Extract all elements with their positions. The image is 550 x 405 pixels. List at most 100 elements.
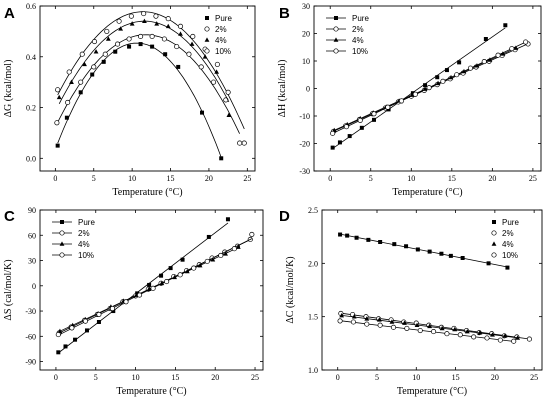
data-point <box>241 140 247 146</box>
data-point <box>481 58 487 65</box>
data-point <box>189 41 195 46</box>
data-point <box>454 72 460 78</box>
data-point <box>210 257 216 262</box>
data-point <box>82 318 88 324</box>
x-tick-label: 0 <box>54 373 58 382</box>
data-point <box>497 337 503 343</box>
series-pure <box>338 232 510 270</box>
data-point <box>204 258 210 264</box>
data-point <box>69 325 75 331</box>
legend: Pure 2% 4% 10% <box>326 14 369 56</box>
data-point <box>503 23 508 28</box>
data-point <box>126 36 132 42</box>
y-axis-label: ΔC (kcal/mol/K) <box>285 256 296 323</box>
x-tick-label: 15 <box>167 174 175 183</box>
x-axis-label: Temperature (°C) <box>116 386 186 397</box>
data-point <box>127 44 132 49</box>
plot-frame <box>39 5 256 172</box>
data-point <box>73 337 78 342</box>
data-point <box>150 285 156 291</box>
series-pure <box>55 42 224 161</box>
data-point <box>371 117 376 122</box>
data-point <box>66 69 72 75</box>
data-point <box>431 329 437 335</box>
legend-marker <box>204 48 210 54</box>
data-point <box>141 11 147 17</box>
data-point <box>128 13 134 19</box>
data-point <box>392 242 397 247</box>
data-point <box>377 322 383 328</box>
data-point <box>180 257 185 262</box>
data-point <box>357 117 363 123</box>
data-point <box>197 262 203 268</box>
data-point <box>56 350 61 355</box>
data-point <box>509 46 515 52</box>
data-point <box>79 51 85 57</box>
y-tick-label: 0.6 <box>26 2 36 11</box>
data-point <box>154 21 160 26</box>
data-point <box>350 319 356 325</box>
data-point <box>177 23 184 29</box>
fit-line <box>340 312 530 340</box>
y-tick-label: -60 <box>25 332 36 341</box>
data-point <box>338 232 343 237</box>
y-tick-label: 30 <box>302 2 310 11</box>
y-tick-label: 2.5 <box>308 206 318 215</box>
y-tick-label: 0.2 <box>26 104 36 113</box>
data-point <box>146 286 152 291</box>
panel-b: B 0 5 10 15 20 25 -30 -20 -10 0 10 20 30 Temperature (… <box>277 2 542 198</box>
y-tick-label: 30 <box>28 257 36 266</box>
data-point <box>376 317 382 322</box>
y-tick-label: 90 <box>28 206 36 215</box>
data-point <box>115 41 121 47</box>
data-point <box>505 265 510 270</box>
data-point <box>523 39 529 45</box>
x-tick-label: 5 <box>375 373 379 382</box>
y-tick-label: 0.0 <box>26 154 36 163</box>
data-point <box>142 18 147 24</box>
y-tick-label: -20 <box>299 140 310 149</box>
data-point <box>490 332 495 337</box>
data-point <box>177 272 183 278</box>
data-point <box>123 299 129 305</box>
data-point <box>439 251 444 256</box>
data-point <box>371 111 377 117</box>
data-point <box>219 156 224 161</box>
legend-marker <box>204 26 210 32</box>
fit-line <box>56 34 240 134</box>
data-point <box>190 33 196 40</box>
data-point <box>168 266 173 271</box>
data-point <box>359 125 364 130</box>
data-point <box>412 91 418 97</box>
data-point <box>153 13 159 19</box>
data-point <box>417 327 423 334</box>
data-point <box>385 104 391 110</box>
legend-label: Pure <box>215 14 232 23</box>
data-point <box>111 309 116 314</box>
series-10pct <box>55 231 255 338</box>
data-point <box>165 23 171 29</box>
panel-letter: B <box>279 5 290 22</box>
legend: Pure 2% 4% 10% <box>491 218 519 260</box>
data-point <box>354 235 359 240</box>
y-tick-label: 10 <box>302 57 310 66</box>
data-point <box>410 91 415 96</box>
series-pure <box>56 217 230 355</box>
data-point <box>483 37 488 41</box>
data-point <box>161 36 167 42</box>
plot-frame <box>39 209 264 371</box>
data-point <box>56 94 62 100</box>
data-point <box>96 320 101 324</box>
legend-marker <box>59 241 65 246</box>
data-point <box>90 72 95 77</box>
x-tick-label: 10 <box>128 174 136 183</box>
data-point <box>427 323 433 329</box>
data-point <box>101 59 106 64</box>
data-point <box>351 314 357 319</box>
data-point <box>55 87 61 93</box>
data-point <box>91 38 98 45</box>
data-point <box>502 333 508 338</box>
data-point <box>200 110 205 115</box>
data-point <box>249 231 255 237</box>
legend-label: 2% <box>352 25 364 34</box>
